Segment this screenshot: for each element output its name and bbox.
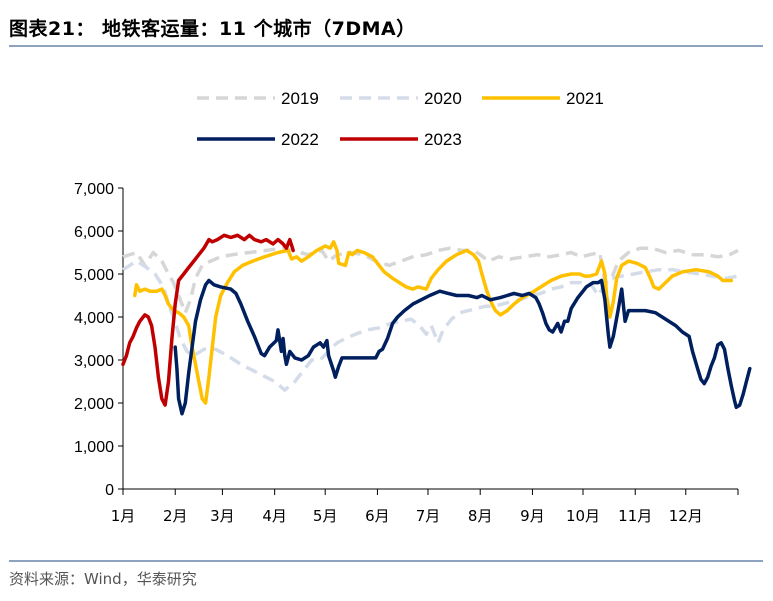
legend-label-2021: 2021 — [566, 89, 604, 108]
x-tick-label: 11月 — [618, 507, 652, 525]
x-tick-label: 3月 — [210, 507, 235, 525]
y-tick-label: 0 — [105, 482, 114, 499]
x-tick-label: 7月 — [416, 507, 441, 525]
series-line-2019 — [122, 246, 739, 315]
legend-label-2020: 2020 — [424, 89, 462, 108]
y-tick-label: 3,000 — [74, 353, 114, 370]
x-axis: 1月 2月 3月 4月 5月 6月 7月 8月 9月 10月 11月 12月 — [111, 488, 739, 525]
legend-label-2022: 2022 — [281, 130, 319, 149]
y-tick-label: 6,000 — [74, 224, 114, 241]
source-divider — [9, 560, 763, 562]
legend-label-2023: 2023 — [424, 130, 462, 149]
chart-title: 图表21： 地铁客运量：11 个城市（7DMA） — [9, 18, 416, 40]
x-tick-label: 1月 — [111, 507, 136, 525]
x-tick-label: 12月 — [669, 507, 703, 525]
series-layer — [121, 233, 752, 416]
title-divider — [9, 45, 763, 47]
source-note: 资料来源：Wind，华泰研究 — [9, 570, 197, 588]
series-line-2023 — [121, 233, 295, 407]
y-axis: 0 1,000 2,000 3,000 4,000 5,000 6,000 7,000 — [74, 181, 124, 499]
x-tick-label: 2月 — [163, 507, 188, 525]
y-tick-label: 2,000 — [74, 396, 114, 413]
x-tick-label: 10月 — [566, 507, 600, 525]
x-tick-label: 4月 — [262, 507, 287, 525]
x-tick-label: 9月 — [520, 507, 545, 525]
series-line-2021 — [133, 240, 734, 405]
legend: 2019 2020 2021 2022 2023 — [197, 89, 604, 149]
y-tick-label: 5,000 — [74, 267, 114, 284]
x-tick-label: 8月 — [468, 507, 493, 525]
x-tick-label: 5月 — [313, 507, 338, 525]
y-tick-label: 1,000 — [74, 439, 114, 456]
legend-label-2019: 2019 — [281, 89, 319, 108]
y-tick-label: 4,000 — [74, 310, 114, 327]
y-tick-label: 7,000 — [74, 181, 114, 198]
x-tick-label: 6月 — [365, 507, 390, 525]
series-line-2022 — [173, 278, 752, 416]
